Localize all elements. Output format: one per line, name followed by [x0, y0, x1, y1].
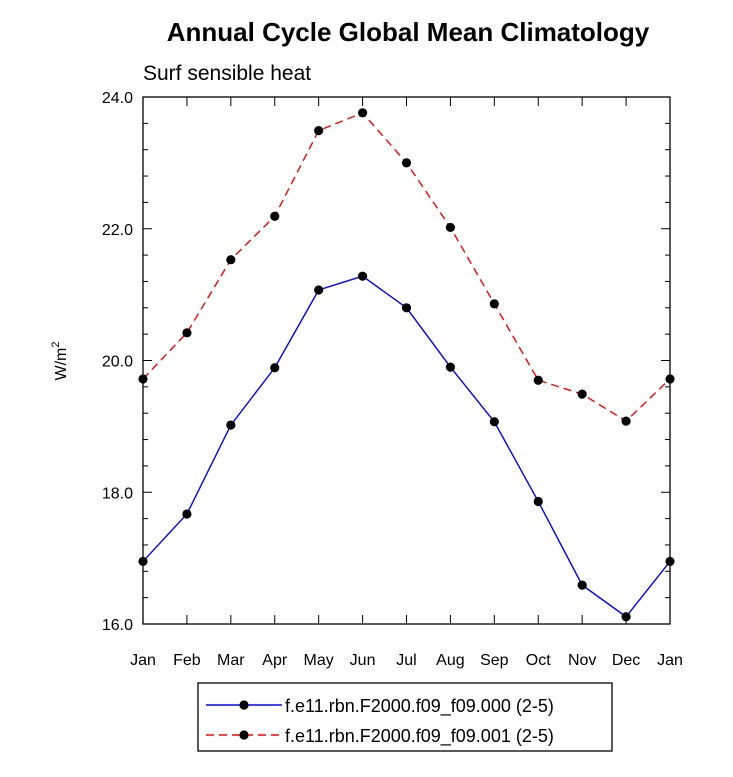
series-0-point — [621, 612, 631, 622]
series-0-point — [533, 496, 543, 507]
x-tick-label: Jan — [657, 652, 683, 669]
series-1-point — [401, 158, 412, 168]
series-0-point — [226, 420, 236, 430]
series-0-point — [314, 285, 324, 295]
axis-ticks — [142, 96, 671, 625]
series-0-point — [357, 271, 368, 281]
series-1-point — [577, 389, 587, 399]
legend-marker-1 — [239, 730, 249, 740]
series-1-point — [357, 108, 368, 118]
series-1-point — [621, 416, 631, 426]
x-tick-label: Sep — [480, 652, 509, 669]
series-1-point — [489, 299, 499, 309]
series-0-point — [270, 363, 280, 373]
legend: f.e11.rbn.F2000.f09_f09.000 (2-5) f.e11.r… — [206, 696, 554, 747]
series-1-point — [665, 374, 675, 384]
series-1-point — [314, 125, 324, 136]
chart-title: Annual Cycle Global Mean Climatology — [167, 17, 650, 47]
legend-box — [197, 682, 613, 752]
series-0-point — [665, 556, 675, 567]
series-0-point — [489, 417, 499, 427]
series-line-0 — [142, 275, 671, 618]
legend-marker-0 — [239, 700, 249, 710]
legend-label-0: f.e11.rbn.F2000.f09_f09.000 (2-5) — [285, 696, 554, 717]
series-1-point — [138, 374, 148, 384]
y-axis-label-superscript: 2 — [50, 342, 62, 348]
series-0-point — [138, 556, 148, 567]
x-tick-label: Mar — [217, 652, 245, 669]
x-tick-label: Dec — [612, 652, 640, 669]
x-tick-label: Nov — [568, 652, 596, 669]
series-1-point — [445, 222, 456, 233]
y-tick-label: 16.0 — [102, 617, 133, 634]
y-tick-label: 20.0 — [102, 354, 133, 371]
series-0-point — [445, 362, 456, 372]
series-1-point — [226, 255, 236, 265]
y-tick-label: 22.0 — [102, 222, 133, 239]
legend-label-1: f.e11.rbn.F2000.f09_f09.001 (2-5) — [285, 726, 554, 747]
y-tick-label: 24.0 — [102, 90, 133, 107]
series-1-point — [533, 375, 543, 385]
series-0-point — [577, 580, 587, 590]
x-tick-label: Aug — [436, 652, 464, 669]
series-0-point — [182, 509, 192, 519]
x-tick-label: Jul — [396, 652, 416, 669]
series-0-point — [401, 303, 412, 313]
series-1-point — [270, 211, 280, 221]
x-tick-label: Jan — [130, 652, 156, 669]
x-tick-label: May — [304, 652, 334, 669]
y-axis-label: W/m2 — [50, 342, 70, 381]
y-axis-label-base: W/m — [53, 348, 70, 381]
x-tick-label: Oct — [526, 652, 551, 669]
x-tick-label: Feb — [173, 652, 201, 669]
x-tick-label: Apr — [262, 652, 288, 669]
chart-subtitle: Surf sensible heat — [143, 62, 311, 85]
series-1-point — [182, 328, 192, 338]
plot-area — [142, 96, 671, 625]
tick-labels: Jan Feb Mar Apr May Jun Jul Aug Sep Oct Nov Dec Jan 1… — [102, 90, 683, 669]
y-tick-label: 18.0 — [102, 485, 133, 502]
series-layer — [138, 108, 675, 622]
x-tick-label: Jun — [350, 652, 376, 669]
